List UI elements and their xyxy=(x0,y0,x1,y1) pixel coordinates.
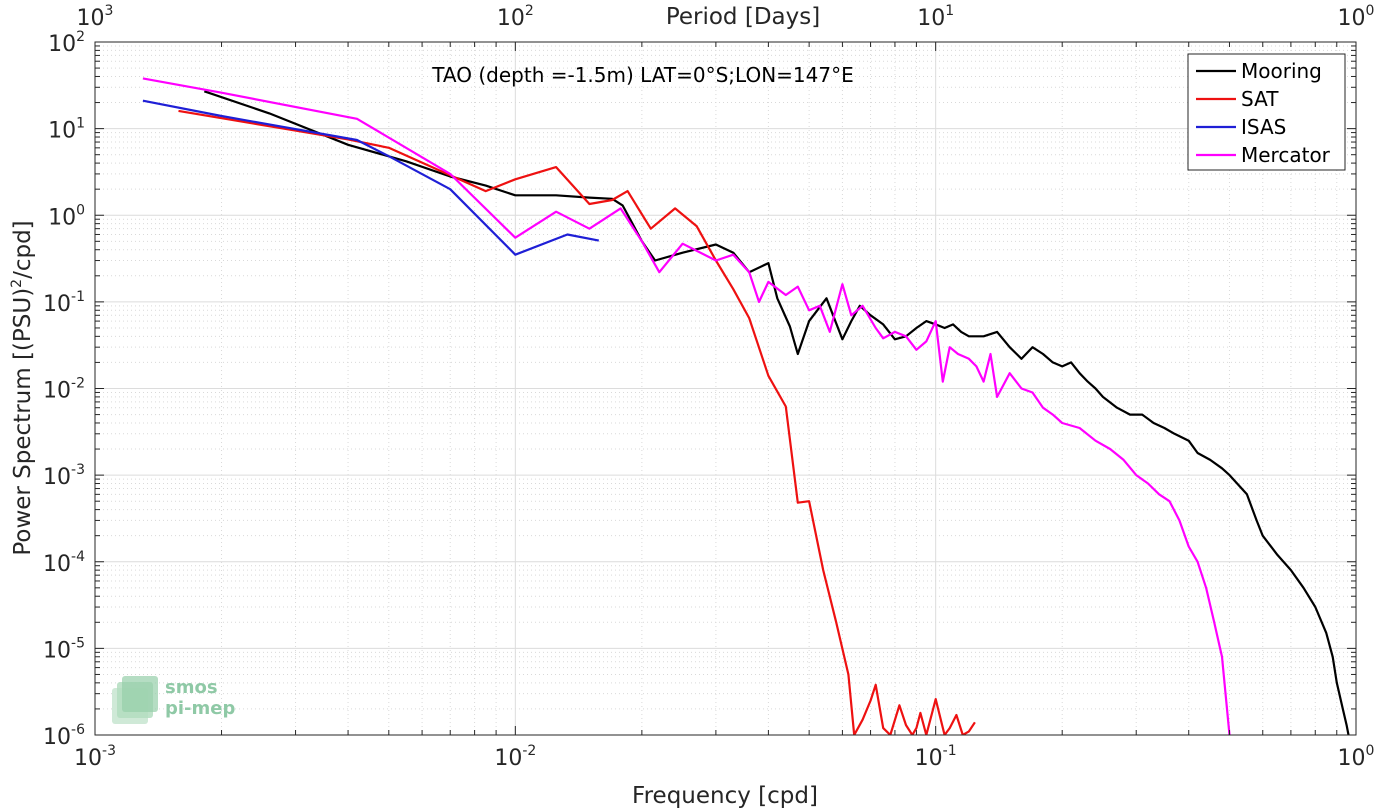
y-tick-label: 10-3 xyxy=(43,462,85,490)
chart-title: TAO (depth =-1.5m) LAT=0°S;LON=147°E xyxy=(431,63,853,87)
smos-pi-mep-logo: smos pi-mep xyxy=(112,676,235,724)
axis-ticks xyxy=(94,41,1357,736)
x-tick-label: 100 xyxy=(1338,743,1375,771)
series-lines xyxy=(142,77,1350,735)
series-line-mercator xyxy=(142,77,1231,735)
series-line-isas xyxy=(142,99,600,256)
series-line-sat xyxy=(178,109,976,735)
top-tick-label: 103 xyxy=(77,3,114,31)
x-axis-label: Frequency [cpd] xyxy=(632,783,818,809)
x-tick-label: 10-3 xyxy=(74,743,116,771)
top-tick-label: 100 xyxy=(1338,3,1375,31)
y-tick-label: 10-4 xyxy=(43,549,85,577)
major-grid xyxy=(94,41,1357,736)
y-tick-label: 10-1 xyxy=(43,289,85,317)
legend-box xyxy=(1187,53,1346,171)
legend: Mooring SAT ISAS Mercator xyxy=(1187,53,1346,171)
top-tick-label: 102 xyxy=(497,3,534,31)
logo-text-smos: smos xyxy=(165,677,218,698)
y-tick-label: 10-5 xyxy=(43,635,85,663)
y-axis-label-sup: 2 xyxy=(9,279,25,288)
legend-label-isas: ISAS xyxy=(1241,115,1286,139)
y-axis-label-main: Power Spectrum [(PSU) xyxy=(10,288,36,556)
y-axis-label-tail: /cpd] xyxy=(10,220,36,279)
y-tick-label: 101 xyxy=(48,116,85,144)
y-tick-label: 102 xyxy=(48,29,85,57)
legend-label-mercator: Mercator xyxy=(1241,143,1331,167)
top-axis-label: Period [Days] xyxy=(666,4,820,30)
y-tick-label: 10-2 xyxy=(43,376,85,404)
y-axis-label: Power Spectrum [(PSU)2/cpd] xyxy=(9,220,36,555)
svg-text:Power Spectrum [(PSU)2/cpd]: Power Spectrum [(PSU)2/cpd] xyxy=(9,220,36,555)
x-tick-label: 10-2 xyxy=(494,743,536,771)
logo-text-pi-mep: pi-mep xyxy=(165,698,235,719)
legend-label-mooring: Mooring xyxy=(1241,59,1322,83)
y-tick-label: 100 xyxy=(48,202,85,230)
top-tick-label: 101 xyxy=(917,3,954,31)
y-tick-label: 10-6 xyxy=(43,722,85,750)
x-tick-label: 10-1 xyxy=(915,743,957,771)
legend-label-sat: SAT xyxy=(1241,87,1279,111)
